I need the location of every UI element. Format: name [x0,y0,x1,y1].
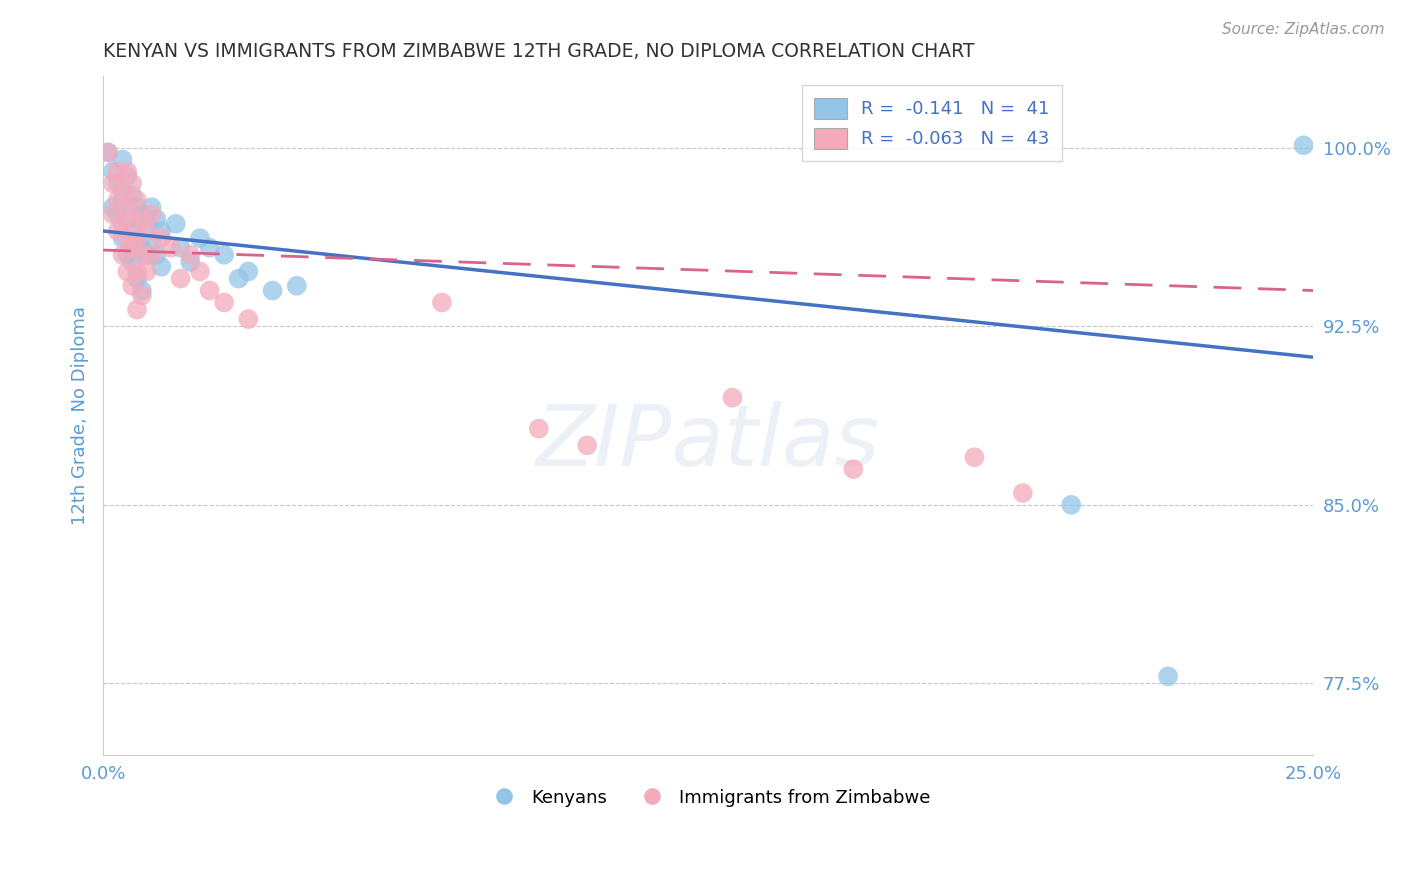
Point [125,193,148,207]
Point [111,231,134,245]
Point [135,248,157,262]
Point [721,391,744,405]
Point [117,231,139,245]
Point [150,231,173,245]
Point [125,302,148,317]
Point [228,271,250,285]
Point [107,177,129,191]
Point [842,462,865,476]
Point [101,177,124,191]
Point [141,248,163,262]
Point [141,235,163,250]
Point [141,207,163,221]
Point [212,248,235,262]
Point [131,212,153,227]
Point [125,200,148,214]
Point [125,235,148,250]
Point [576,438,599,452]
Point [121,177,143,191]
Point [145,248,167,262]
Point [131,248,153,262]
Point [121,224,143,238]
Point [117,264,139,278]
Point [111,184,134,198]
Point [527,422,550,436]
Point [1157,669,1180,683]
Point [1060,498,1083,512]
Point [101,207,124,221]
Point [131,241,153,255]
Point [121,241,143,255]
Point [135,224,157,238]
Text: Source: ZipAtlas.com: Source: ZipAtlas.com [1222,22,1385,37]
Point [101,200,124,214]
Point [198,284,221,298]
Point [125,231,148,245]
Point [145,212,167,227]
Point [125,271,148,285]
Point [111,248,134,262]
Point [121,278,143,293]
Point [262,284,284,298]
Point [212,295,235,310]
Point [111,193,134,207]
Text: ZIPatlas: ZIPatlas [536,401,880,484]
Point [131,207,153,221]
Point [285,278,308,293]
Legend: Kenyans, Immigrants from Zimbabwe: Kenyans, Immigrants from Zimbabwe [478,781,938,814]
Point [179,248,201,262]
Point [238,264,260,278]
Point [1011,486,1033,500]
Point [107,164,129,178]
Point [135,217,157,231]
Point [121,212,143,227]
Point [121,255,143,269]
Point [117,200,139,214]
Point [160,241,183,255]
Point [169,271,191,285]
Point [117,164,139,178]
Point [150,224,173,238]
Point [430,295,453,310]
Point [97,145,120,160]
Point [107,207,129,221]
Point [238,312,260,326]
Point [117,212,139,227]
Point [111,153,134,167]
Point [198,241,221,255]
Point [141,200,163,214]
Point [963,450,986,465]
Point [121,188,143,202]
Point [150,260,173,274]
Point [169,241,191,255]
Point [131,288,153,302]
Point [117,248,139,262]
Point [111,217,134,231]
Point [125,264,148,278]
Point [165,217,187,231]
Point [188,231,211,245]
Point [101,164,124,178]
Point [1292,138,1315,153]
Point [107,193,129,207]
Point [135,264,157,278]
Point [107,224,129,238]
Point [131,284,153,298]
Point [179,255,201,269]
Point [97,145,120,160]
Text: KENYAN VS IMMIGRANTS FROM ZIMBABWE 12TH GRADE, NO DIPLOMA CORRELATION CHART: KENYAN VS IMMIGRANTS FROM ZIMBABWE 12TH … [103,42,974,61]
Point [117,169,139,184]
Y-axis label: 12th Grade, No Diploma: 12th Grade, No Diploma [72,306,89,525]
Point [188,264,211,278]
